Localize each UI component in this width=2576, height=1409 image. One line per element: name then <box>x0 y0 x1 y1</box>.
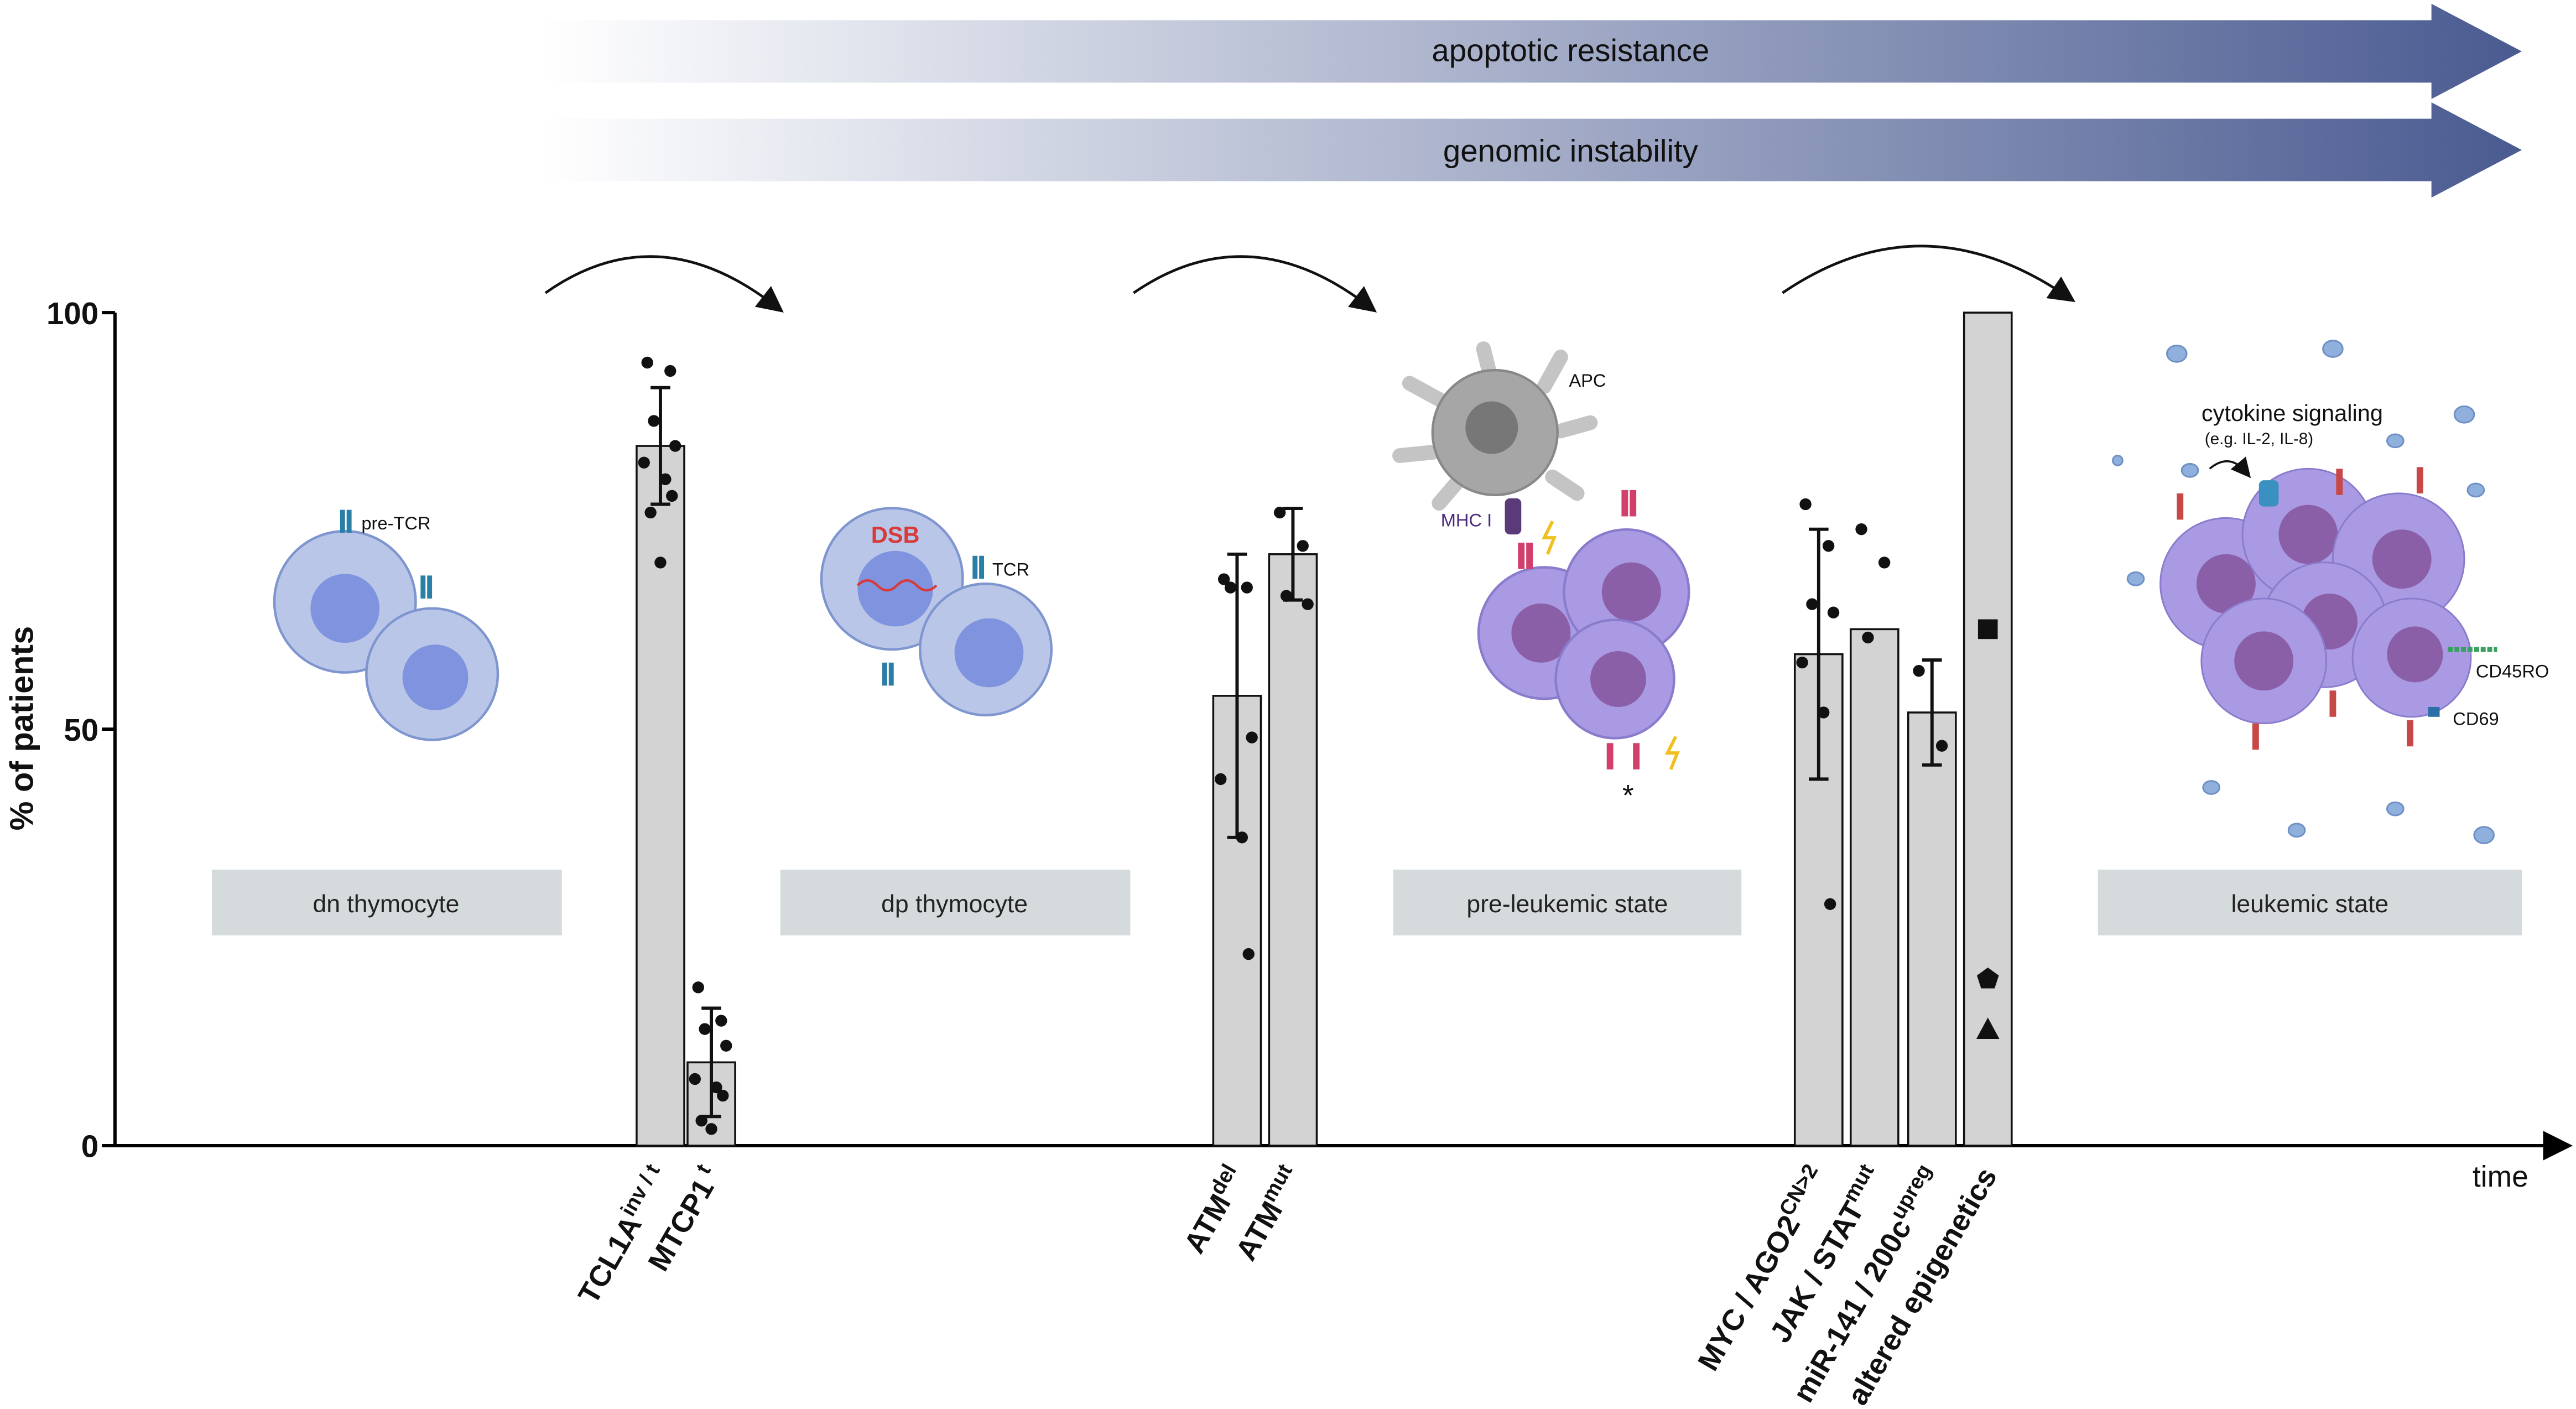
annotation: pre-TCR <box>361 513 430 533</box>
error-bar <box>1922 658 1942 767</box>
pre-leukemic-illustration <box>1392 341 1690 770</box>
data-point <box>1977 619 1998 639</box>
annotation: MHC I <box>1441 509 1492 530</box>
data-point <box>1273 506 1286 519</box>
data-point <box>1822 540 1835 552</box>
data-point <box>1878 557 1891 569</box>
data-point <box>666 490 678 502</box>
x-axis-arrow <box>2543 1131 2573 1161</box>
bar <box>1907 711 1957 1147</box>
data-point <box>1236 831 1248 844</box>
data-point <box>692 981 704 994</box>
data-point <box>1224 581 1237 594</box>
annotation: TCR <box>992 559 1029 579</box>
data-point <box>638 456 650 469</box>
annotation: (e.g. IL-2, IL-8) <box>2205 430 2313 448</box>
data-point <box>1241 581 1253 594</box>
data-point <box>654 557 667 569</box>
data-point <box>705 1123 717 1135</box>
category-superscript: inv / t <box>616 1160 665 1220</box>
trend-arrow <box>542 102 2522 198</box>
data-point <box>1215 773 1227 786</box>
stage-box <box>780 869 1131 935</box>
curved-arrow <box>1132 255 1377 313</box>
annotation: cytokine signaling <box>2202 400 2383 426</box>
stage-label: leukemic state <box>2231 891 2388 918</box>
bar <box>636 445 685 1147</box>
data-point <box>1799 498 1812 511</box>
dp-thymocyte-illustration <box>820 507 1053 717</box>
data-point <box>699 1023 711 1035</box>
y-axis-label: % of patients <box>3 626 40 831</box>
data-point <box>1302 598 1314 610</box>
annotation: DSB <box>871 522 920 548</box>
data-point <box>710 1081 722 1094</box>
curved-arrow <box>1782 245 2076 303</box>
data-point <box>1242 948 1255 960</box>
x-axis-label: time <box>2473 1161 2528 1193</box>
data-point <box>648 415 660 427</box>
stage-label: dp thymocyte <box>881 891 1028 918</box>
stage-label: pre-leukemic state <box>1466 891 1668 918</box>
stage-box <box>2098 869 2522 935</box>
leukemic-illustration <box>2111 340 2497 844</box>
data-point <box>659 473 672 486</box>
data-point <box>1824 898 1836 910</box>
annotation: APC <box>1569 370 1606 391</box>
category-superscript: CN>2 <box>1774 1160 1823 1220</box>
data-point <box>1297 540 1309 552</box>
trend-label: apoptotic resistance <box>1432 33 1709 68</box>
data-point <box>1796 656 1808 669</box>
bar <box>1849 628 1900 1147</box>
dn-thymocyte-illustration <box>273 509 499 741</box>
category-superscript: upreg <box>1886 1160 1936 1223</box>
data-point <box>644 506 657 519</box>
data-point <box>1855 523 1867 535</box>
data-point <box>715 1015 727 1027</box>
bar <box>1963 311 2013 1147</box>
data-point <box>1827 606 1840 618</box>
data-point <box>669 440 681 452</box>
data-point <box>1217 573 1230 585</box>
category-name: ATM <box>1178 1189 1237 1259</box>
error-bar <box>1808 527 1829 781</box>
y-tick-label: 100 <box>46 296 98 331</box>
data-point <box>1976 1017 2000 1039</box>
data-point <box>1935 740 1948 752</box>
trend-label: genomic instability <box>1443 133 1699 168</box>
bar <box>1268 553 1318 1147</box>
curved-arrow <box>544 255 784 313</box>
data-point <box>1862 631 1874 644</box>
y-tick-label: 50 <box>64 713 98 747</box>
data-point <box>689 1073 701 1085</box>
data-point <box>720 1039 732 1052</box>
data-point <box>717 1089 729 1102</box>
category-name: TCL1A <box>573 1210 648 1309</box>
annotation: CD45RO <box>2476 661 2549 681</box>
trend-arrow <box>542 3 2522 100</box>
data-point <box>641 356 653 369</box>
data-point <box>1913 664 1925 677</box>
stage-box <box>212 869 562 935</box>
data-point <box>695 1115 707 1127</box>
data-point <box>1818 706 1830 719</box>
annotation: CD69 <box>2453 709 2499 729</box>
data-point <box>664 365 676 377</box>
stage-label: dn thymocyte <box>313 891 459 918</box>
annotation: * <box>1622 779 1634 812</box>
y-tick-label: 0 <box>81 1129 98 1164</box>
data-point <box>1976 968 1999 989</box>
stage-box <box>1393 869 1742 935</box>
data-point <box>1280 590 1293 602</box>
data-point <box>1806 598 1818 610</box>
category-name: ATM <box>1230 1196 1289 1266</box>
data-point <box>1246 731 1258 744</box>
error-bar <box>650 386 670 506</box>
